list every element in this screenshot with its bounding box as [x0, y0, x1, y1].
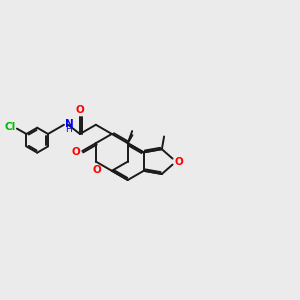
Text: H: H [65, 125, 72, 134]
Text: Cl: Cl [4, 122, 16, 132]
Text: O: O [92, 165, 101, 175]
Text: O: O [76, 105, 84, 115]
Text: N: N [65, 119, 74, 130]
Text: O: O [174, 157, 183, 166]
Text: O: O [72, 147, 80, 157]
